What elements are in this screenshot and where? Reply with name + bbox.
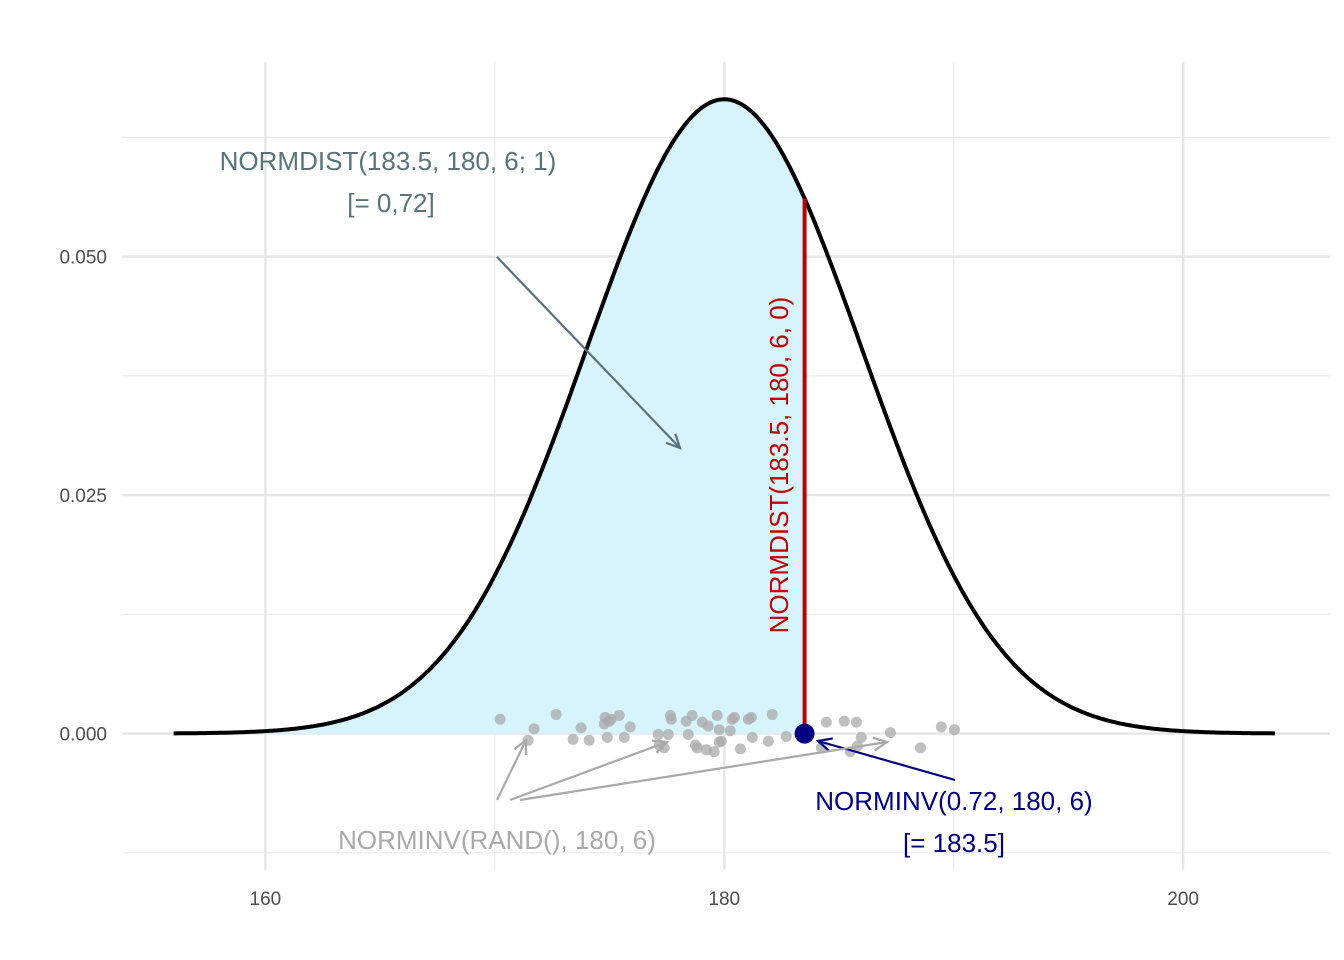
jitter-point: [914, 742, 926, 754]
x-tick-label: 160: [250, 889, 282, 910]
rand-arrow: [496, 739, 527, 801]
y-tick-label: 0.025: [59, 486, 107, 507]
jitter-point: [691, 742, 703, 754]
jitter-point: [575, 722, 587, 734]
jitter-point: [686, 709, 698, 721]
pdf-label: NORMDIST(183.5, 180, 6, 0): [764, 297, 794, 634]
rand-arrow-head: [651, 739, 670, 754]
jitter-point: [601, 731, 613, 743]
jitter-point: [780, 730, 792, 742]
jitter-point: [708, 746, 720, 758]
y-tick-label: 0.000: [59, 725, 107, 746]
jitter-point: [665, 713, 677, 725]
annotation-arrows: [496, 256, 956, 802]
jitter-point: [746, 731, 758, 743]
jitter-point: [745, 711, 757, 723]
jitter-point: [494, 713, 506, 725]
cdf-annotation-line1: NORMDIST(183.5, 180, 6; 1): [220, 146, 557, 176]
shaded-cdf-area: [173, 99, 805, 734]
jitter-point: [734, 743, 746, 755]
jitter-point: [550, 709, 562, 721]
jitter-point: [948, 724, 960, 736]
jitter-point: [618, 731, 630, 743]
jitter-point: [724, 725, 736, 737]
jitter-point: [682, 729, 694, 741]
cdf-annotation-line2: [= 0,72]: [347, 188, 434, 218]
jitter-point: [838, 715, 850, 727]
jitter-point: [613, 709, 625, 721]
rand-arrow: [509, 740, 668, 802]
jitter-point: [702, 720, 714, 732]
rand-annotation: NORMINV(RAND(), 180, 6): [338, 825, 656, 855]
jitter-point: [583, 734, 595, 746]
x-tick-label: 200: [1167, 889, 1199, 910]
x-tick-label: 180: [708, 889, 740, 910]
jitter-point: [652, 729, 664, 741]
jitter-point: [728, 711, 740, 723]
jitter-point: [855, 731, 867, 743]
norminv-annotation-line2: [= 183.5]: [903, 828, 1005, 858]
jitter-point: [567, 733, 579, 745]
cdf-arrow: [496, 256, 681, 449]
rand-arrow: [519, 740, 888, 802]
jitter-point: [624, 721, 636, 733]
jitter-point: [935, 721, 947, 733]
jitter-point: [762, 735, 774, 747]
jitter-point: [528, 723, 540, 735]
jitter-point: [662, 729, 674, 741]
jitter-point: [884, 727, 896, 739]
cdf-arrow-head: [665, 433, 682, 450]
rand-arrow-head: [513, 737, 528, 756]
rand-arrow-head: [872, 736, 890, 752]
jitter-point: [850, 716, 862, 728]
density-curve: [173, 97, 1275, 736]
norminv-arrow-head: [815, 737, 833, 752]
jitter-point: [766, 709, 778, 721]
norminv-annotation-line1: NORMINV(0.72, 180, 6): [815, 786, 1092, 816]
y-tick-label: 0.050: [59, 248, 107, 269]
jitter-point: [711, 709, 723, 721]
jitter-point: [820, 716, 832, 728]
jitter-point: [713, 724, 725, 736]
jitter-point: [713, 736, 725, 748]
norminv-arrow: [817, 739, 956, 782]
norminv-point: [794, 723, 815, 744]
